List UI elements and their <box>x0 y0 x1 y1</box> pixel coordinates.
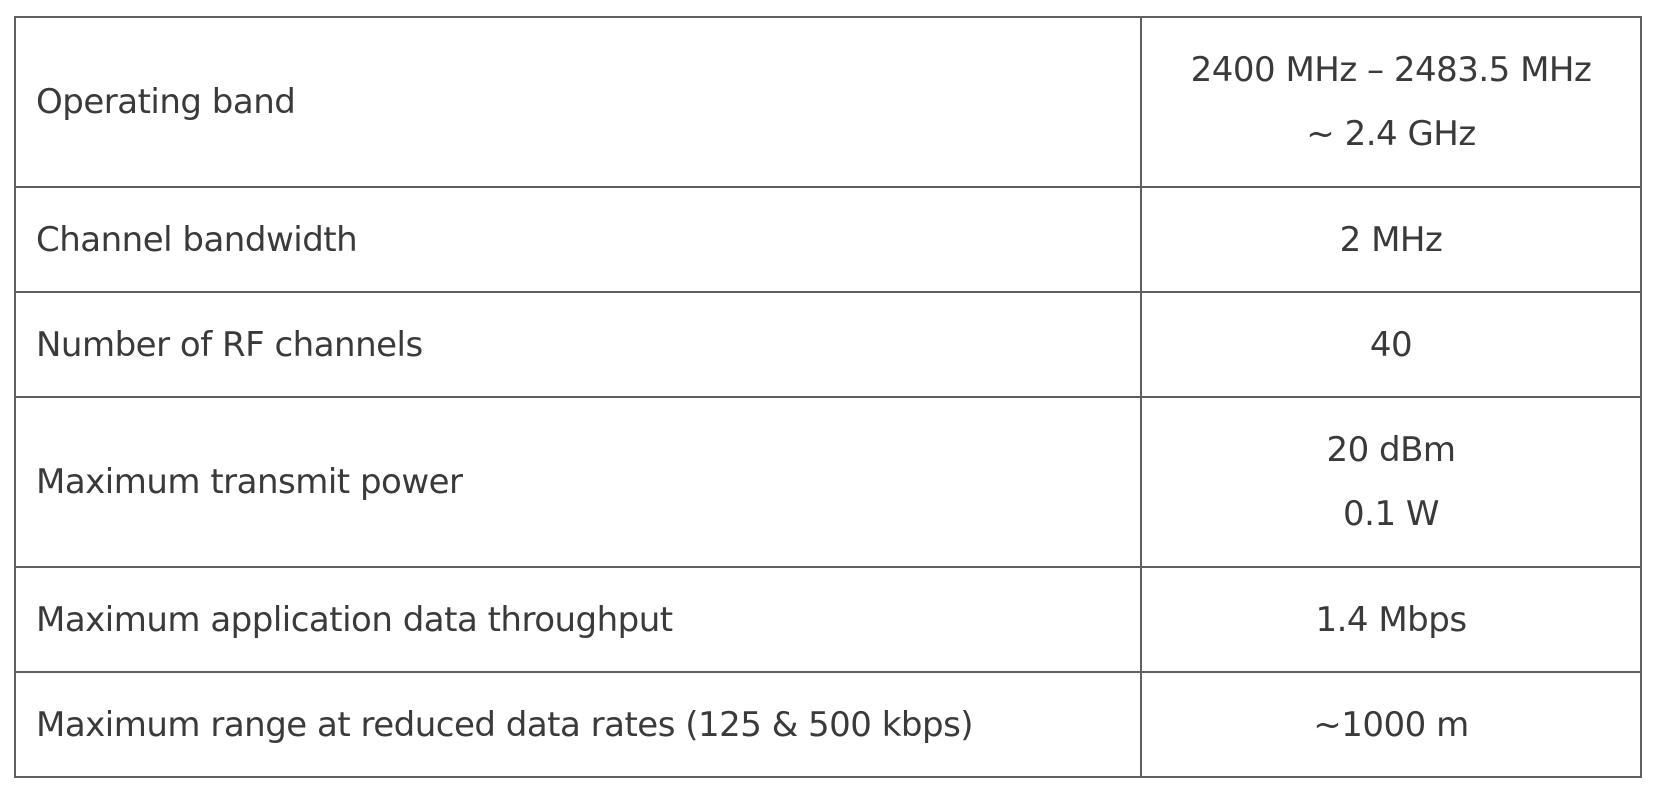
value-line: ~ 2.4 GHz <box>1306 114 1476 154</box>
row-label: Maximum range at reduced data rates (125… <box>14 671 1142 778</box>
value-line: 2400 MHz – 2483.5 MHz <box>1190 50 1592 90</box>
row-value: 1.4 Mbps <box>1140 566 1642 673</box>
value-line: ~1000 m <box>1313 704 1469 745</box>
row-label: Maximum application data throughput <box>14 566 1142 673</box>
value-line: 40 <box>1369 324 1413 365</box>
value-line: 20 dBm <box>1326 430 1456 470</box>
row-value: 40 <box>1140 291 1642 398</box>
row-label: Number of RF channels <box>14 291 1142 398</box>
row-label: Operating band <box>14 16 1142 188</box>
table-row-channel-bandwidth: Channel bandwidth 2 MHz <box>14 186 1642 293</box>
row-value: 2400 MHz – 2483.5 MHz ~ 2.4 GHz <box>1140 16 1642 188</box>
value-line: 2 MHz <box>1339 219 1443 260</box>
row-value: 20 dBm 0.1 W <box>1140 396 1642 568</box>
table-row-operating-band: Operating band 2400 MHz – 2483.5 MHz ~ 2… <box>14 16 1642 188</box>
table-row-data-throughput: Maximum application data throughput 1.4 … <box>14 566 1642 673</box>
table-row-transmit-power: Maximum transmit power 20 dBm 0.1 W <box>14 396 1642 568</box>
value-line: 1.4 Mbps <box>1315 599 1467 640</box>
table-row-rf-channels: Number of RF channels 40 <box>14 291 1642 398</box>
row-value: ~1000 m <box>1140 671 1642 778</box>
row-value: 2 MHz <box>1140 186 1642 293</box>
table-row-max-range: Maximum range at reduced data rates (125… <box>14 671 1642 778</box>
row-label: Channel bandwidth <box>14 186 1142 293</box>
spec-table: Operating band 2400 MHz – 2483.5 MHz ~ 2… <box>14 16 1642 778</box>
value-line: 0.1 W <box>1343 494 1440 534</box>
row-label: Maximum transmit power <box>14 396 1142 568</box>
